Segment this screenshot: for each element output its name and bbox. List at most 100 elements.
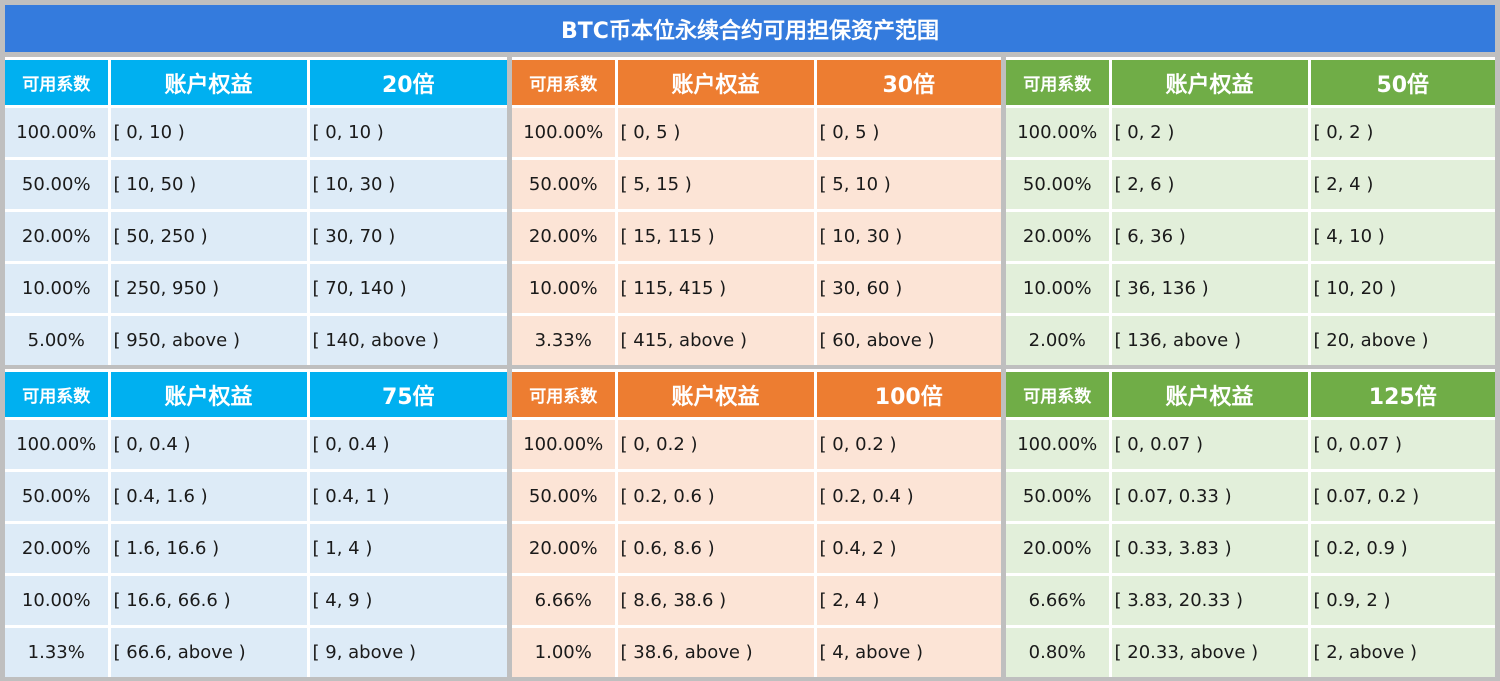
cell-coefficient: 50.00% (512, 469, 618, 524)
cell-account-equity: [ 950, above ) (107, 313, 310, 365)
cell-account-equity: [ 250, 950 ) (107, 261, 310, 316)
cell-coefficient: 100.00% (512, 105, 618, 160)
table-row: 100.00%[ 0, 5 )[ 0, 5 ) (512, 105, 1001, 160)
cell-leverage-range: [ 0.4, 1 ) (306, 469, 507, 524)
cell-account-equity: [ 66.6, above ) (107, 625, 310, 677)
cell-account-equity: [ 5, 15 ) (614, 157, 817, 212)
cell-coefficient: 2.00% (1006, 313, 1112, 365)
page-title: BTC币本位永续合约可用担保资产范围 (5, 5, 1495, 52)
cell-account-equity: [ 20.33, above ) (1108, 625, 1311, 677)
cell-leverage-range: [ 5, 10 ) (813, 157, 1001, 212)
cell-leverage-range: [ 30, 60 ) (813, 261, 1001, 316)
cell-leverage-range: [ 70, 140 ) (306, 261, 507, 316)
cell-coefficient: 10.00% (512, 261, 618, 316)
panel-100x: 可用系数 账户权益 100倍 100.00%[ 0, 0.2 )[ 0, 0.2 ) 5… (512, 369, 1001, 677)
table-row: 50.00%[ 2, 6 )[ 2, 4 ) (1006, 157, 1495, 212)
table-row: 6.66%[ 3.83, 20.33 )[ 0.9, 2 ) (1006, 573, 1495, 628)
panel-20x: 可用系数 账户权益 20倍 100.00%[ 0, 10 )[ 0, 10 ) 50.0… (5, 57, 507, 365)
header-leverage-range: 30倍 (813, 57, 1001, 108)
table-row: 20.00%[ 6, 36 )[ 4, 10 ) (1006, 209, 1495, 264)
cell-coefficient: 100.00% (1006, 105, 1112, 160)
cell-leverage-range: [ 2, above ) (1307, 625, 1495, 677)
table-row: 100.00%[ 0, 0.2 )[ 0, 0.2 ) (512, 417, 1001, 472)
header-coefficient: 可用系数 (1006, 57, 1112, 108)
header-leverage-range: 75倍 (306, 369, 507, 420)
cell-leverage-range: [ 0, 2 ) (1307, 105, 1495, 160)
cell-leverage-range: [ 4, 9 ) (306, 573, 507, 628)
cell-account-equity: [ 10, 50 ) (107, 157, 310, 212)
header-row: 可用系数 账户权益 50倍 (1006, 57, 1495, 108)
cell-leverage-range: [ 0, 0.07 ) (1307, 417, 1495, 472)
table-row: 20.00%[ 1.6, 16.6 )[ 1, 4 ) (5, 521, 507, 576)
header-leverage-range: 125倍 (1307, 369, 1495, 420)
cell-account-equity: [ 15, 115 ) (614, 209, 817, 264)
cell-coefficient: 10.00% (1006, 261, 1112, 316)
header-coefficient: 可用系数 (512, 369, 618, 420)
cell-coefficient: 100.00% (512, 417, 618, 472)
cell-account-equity: [ 0, 5 ) (614, 105, 817, 160)
cell-coefficient: 1.00% (512, 625, 618, 677)
table-row: 20.00%[ 50, 250 )[ 30, 70 ) (5, 209, 507, 264)
cell-account-equity: [ 50, 250 ) (107, 209, 310, 264)
cell-leverage-range: [ 2, 4 ) (813, 573, 1001, 628)
table-row: 10.00%[ 36, 136 )[ 10, 20 ) (1006, 261, 1495, 316)
header-account-equity: 账户权益 (107, 369, 310, 420)
table-row: 50.00%[ 0.4, 1.6 )[ 0.4, 1 ) (5, 469, 507, 524)
cell-coefficient: 100.00% (5, 417, 111, 472)
cell-account-equity: [ 115, 415 ) (614, 261, 817, 316)
cell-coefficient: 20.00% (1006, 209, 1112, 264)
cell-leverage-range: [ 60, above ) (813, 313, 1001, 365)
cell-coefficient: 10.00% (5, 573, 111, 628)
table-row: 100.00%[ 0, 0.4 )[ 0, 0.4 ) (5, 417, 507, 472)
table-row: 100.00%[ 0, 2 )[ 0, 2 ) (1006, 105, 1495, 160)
table-row: 6.66%[ 8.6, 38.6 )[ 2, 4 ) (512, 573, 1001, 628)
cell-leverage-range: [ 0, 0.4 ) (306, 417, 507, 472)
table-row: 20.00%[ 15, 115 )[ 10, 30 ) (512, 209, 1001, 264)
header-coefficient: 可用系数 (512, 57, 618, 108)
header-account-equity: 账户权益 (1108, 57, 1311, 108)
cell-account-equity: [ 2, 6 ) (1108, 157, 1311, 212)
cell-account-equity: [ 16.6, 66.6 ) (107, 573, 310, 628)
header-leverage-range: 50倍 (1307, 57, 1495, 108)
cell-leverage-range: [ 4, above ) (813, 625, 1001, 677)
cell-leverage-range: [ 0.2, 0.9 ) (1307, 521, 1495, 576)
table-row: 1.33%[ 66.6, above )[ 9, above ) (5, 625, 507, 677)
header-account-equity: 账户权益 (614, 369, 817, 420)
cell-leverage-range: [ 2, 4 ) (1307, 157, 1495, 212)
cell-coefficient: 50.00% (1006, 469, 1112, 524)
table-row: 100.00%[ 0, 0.07 )[ 0, 0.07 ) (1006, 417, 1495, 472)
cell-leverage-range: [ 0.4, 2 ) (813, 521, 1001, 576)
cell-account-equity: [ 0.07, 0.33 ) (1108, 469, 1311, 524)
cell-coefficient: 20.00% (5, 521, 111, 576)
cell-coefficient: 100.00% (5, 105, 111, 160)
cell-account-equity: [ 0.2, 0.6 ) (614, 469, 817, 524)
table-row: 20.00%[ 0.6, 8.6 )[ 0.4, 2 ) (512, 521, 1001, 576)
cell-coefficient: 20.00% (5, 209, 111, 264)
cell-account-equity: [ 0.33, 3.83 ) (1108, 521, 1311, 576)
table-row: 10.00%[ 250, 950 )[ 70, 140 ) (5, 261, 507, 316)
cell-coefficient: 100.00% (1006, 417, 1112, 472)
header-row: 可用系数 账户权益 125倍 (1006, 369, 1495, 420)
header-row: 可用系数 账户权益 30倍 (512, 57, 1001, 108)
table-row: 100.00%[ 0, 10 )[ 0, 10 ) (5, 105, 507, 160)
panel-125x: 可用系数 账户权益 125倍 100.00%[ 0, 0.07 )[ 0, 0.07 … (1006, 369, 1495, 677)
header-coefficient: 可用系数 (5, 57, 111, 108)
cell-leverage-range: [ 0, 0.2 ) (813, 417, 1001, 472)
cell-coefficient: 6.66% (1006, 573, 1112, 628)
cell-coefficient: 50.00% (1006, 157, 1112, 212)
cell-account-equity: [ 8.6, 38.6 ) (614, 573, 817, 628)
cell-account-equity: [ 3.83, 20.33 ) (1108, 573, 1311, 628)
cell-leverage-range: [ 0, 10 ) (306, 105, 507, 160)
header-coefficient: 可用系数 (1006, 369, 1112, 420)
cell-coefficient: 3.33% (512, 313, 618, 365)
cell-account-equity: [ 0, 0.2 ) (614, 417, 817, 472)
cell-coefficient: 20.00% (512, 521, 618, 576)
cell-coefficient: 6.66% (512, 573, 618, 628)
cell-coefficient: 50.00% (5, 157, 111, 212)
cell-leverage-range: [ 9, above ) (306, 625, 507, 677)
header-leverage-range: 100倍 (813, 369, 1001, 420)
header-leverage-range: 20倍 (306, 57, 507, 108)
cell-leverage-range: [ 0.9, 2 ) (1307, 573, 1495, 628)
table-row: 2.00%[ 136, above )[ 20, above ) (1006, 313, 1495, 365)
table-row: 50.00%[ 0.07, 0.33 )[ 0.07, 0.2 ) (1006, 469, 1495, 524)
